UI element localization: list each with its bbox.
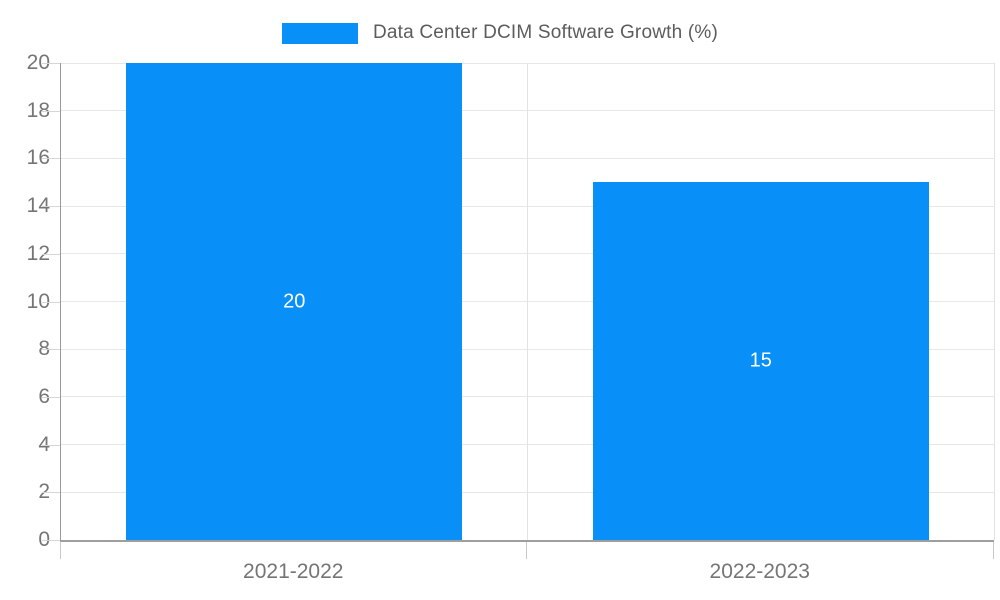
y-tick-label: 14	[26, 194, 50, 218]
bar-2022-2023	[592, 182, 929, 540]
y-tick-mark	[42, 63, 60, 64]
y-tick-label: 2	[38, 480, 50, 504]
x-tick-mark	[992, 542, 994, 559]
y-tick-mark	[42, 444, 60, 446]
bar-2021-2022	[126, 63, 463, 540]
y-tick-mark	[42, 110, 60, 112]
y-tick-label: 4	[38, 433, 50, 457]
y-tick-label: 12	[26, 241, 50, 265]
y-tick-mark	[42, 540, 60, 541]
y-tick-mark	[42, 158, 60, 160]
legend: Data Center DCIM Software Growth (%)	[0, 14, 1000, 52]
x-tick-mark	[59, 542, 61, 559]
category-boundary-line	[993, 63, 995, 540]
y-tick-label: 10	[26, 289, 50, 313]
bar-value-label: 15	[749, 349, 772, 372]
y-tick-mark	[42, 349, 60, 351]
y-tick-mark	[42, 206, 60, 208]
y-tick-mark	[42, 301, 60, 303]
y-tick-label: 20	[26, 51, 50, 74]
plot-area: 20 15	[60, 62, 995, 542]
y-tick-mark	[42, 253, 60, 255]
legend-label: Data Center DCIM Software Growth (%)	[372, 22, 719, 43]
y-tick-label: 16	[26, 146, 50, 170]
x-category-label: 2022-2023	[709, 560, 810, 583]
y-tick-label: 18	[26, 98, 50, 122]
legend-swatch	[281, 22, 358, 44]
category-boundary-line	[527, 63, 528, 540]
y-tick-label: 6	[38, 385, 50, 409]
x-category-label: 2021-2022	[243, 560, 344, 583]
y-tick-mark	[42, 492, 60, 494]
y-tick-mark	[42, 396, 60, 398]
y-tick-label: 0	[38, 528, 50, 552]
y-tick-label: 8	[38, 337, 50, 361]
bar-value-label: 20	[283, 290, 306, 312]
x-tick-mark	[526, 542, 527, 559]
